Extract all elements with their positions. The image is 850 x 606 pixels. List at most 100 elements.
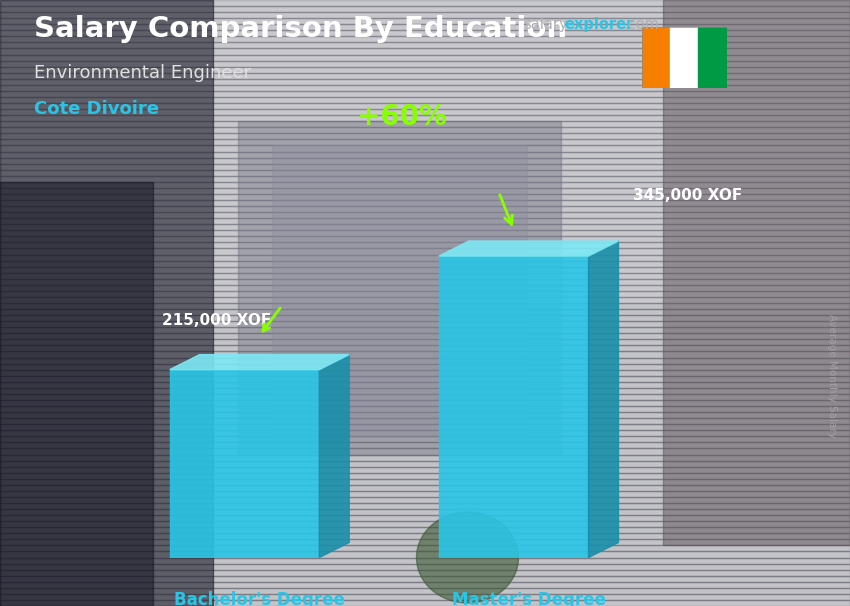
Bar <box>0 212 850 218</box>
Text: salary: salary <box>523 17 568 32</box>
Text: 215,000 XOF: 215,000 XOF <box>162 313 271 328</box>
Bar <box>0 509 850 515</box>
Bar <box>0 527 850 533</box>
Text: Cote Divoire: Cote Divoire <box>34 100 159 118</box>
Bar <box>0 394 850 400</box>
Polygon shape <box>439 256 588 558</box>
Bar <box>0 436 850 442</box>
Bar <box>0 224 850 230</box>
Bar <box>0 200 850 206</box>
Bar <box>0 248 850 255</box>
Bar <box>0 145 850 152</box>
Bar <box>0 376 850 382</box>
Bar <box>0 539 850 545</box>
Text: Average Monthly Salary: Average Monthly Salary <box>827 314 837 438</box>
Bar <box>0 412 850 418</box>
Bar <box>0 467 850 473</box>
Bar <box>0 139 850 145</box>
Bar <box>0 261 850 267</box>
Bar <box>0 479 850 485</box>
Bar <box>0 48 850 55</box>
Text: .com: .com <box>623 17 659 32</box>
Bar <box>0 55 850 61</box>
Bar <box>0 303 850 309</box>
Bar <box>0 164 850 170</box>
Bar <box>0 491 850 497</box>
Bar <box>0 18 850 24</box>
Bar <box>0 152 850 158</box>
Bar <box>0 127 850 133</box>
Bar <box>0 400 850 406</box>
Bar <box>0 285 850 291</box>
Bar <box>0 382 850 388</box>
Bar <box>0 454 850 461</box>
Bar <box>670 27 699 88</box>
Ellipse shape <box>416 512 518 603</box>
Bar <box>0 115 850 121</box>
Bar <box>0 218 850 224</box>
Text: +60%: +60% <box>357 103 446 131</box>
Bar <box>0 267 850 273</box>
Bar <box>0 564 850 570</box>
Bar <box>0 273 850 279</box>
Bar <box>0 503 850 509</box>
Bar <box>0 206 850 212</box>
Polygon shape <box>439 241 619 256</box>
Bar <box>0 109 850 115</box>
Bar <box>0 582 850 588</box>
Bar <box>0 309 850 315</box>
Bar <box>0 364 850 370</box>
Bar <box>0 170 850 176</box>
Bar <box>0 515 850 521</box>
Bar <box>0 24 850 30</box>
Bar <box>0 255 850 261</box>
Bar <box>0 182 850 188</box>
Text: Environmental Engineer: Environmental Engineer <box>34 64 251 82</box>
Text: explorer: explorer <box>564 17 634 32</box>
Bar <box>0 188 850 194</box>
Bar <box>0 388 850 394</box>
Bar <box>0 182 153 606</box>
Bar <box>0 91 850 97</box>
Bar <box>0 533 850 539</box>
Bar <box>0 158 850 164</box>
Bar <box>0 315 850 321</box>
Bar <box>0 12 850 18</box>
Bar <box>0 370 850 376</box>
Bar <box>0 321 850 327</box>
Bar <box>0 594 850 600</box>
Bar <box>0 418 850 424</box>
Bar <box>0 339 850 345</box>
Bar <box>0 600 850 606</box>
Bar <box>0 297 850 303</box>
Bar <box>0 73 850 79</box>
Bar <box>0 176 850 182</box>
Bar <box>0 133 850 139</box>
Bar <box>0 473 850 479</box>
Polygon shape <box>170 370 320 558</box>
Bar <box>0 230 850 236</box>
Bar <box>0 36 850 42</box>
Bar <box>0 121 850 127</box>
Bar <box>0 576 850 582</box>
Text: Bachelor's Degree: Bachelor's Degree <box>174 591 345 606</box>
Bar <box>0 497 850 503</box>
Bar <box>0 61 850 67</box>
Bar <box>699 27 727 88</box>
Text: 345,000 XOF: 345,000 XOF <box>633 188 743 204</box>
Polygon shape <box>588 241 619 558</box>
Bar <box>0 358 850 364</box>
Bar <box>0 103 850 109</box>
Bar <box>238 121 561 454</box>
Bar <box>0 448 850 454</box>
Bar <box>0 558 850 564</box>
Bar <box>0 333 850 339</box>
Bar <box>0 406 850 412</box>
Bar <box>0 588 850 594</box>
Bar <box>0 327 850 333</box>
Bar <box>0 351 850 358</box>
Bar <box>0 430 850 436</box>
Bar <box>0 242 850 248</box>
Polygon shape <box>320 355 349 558</box>
Bar <box>0 236 850 242</box>
